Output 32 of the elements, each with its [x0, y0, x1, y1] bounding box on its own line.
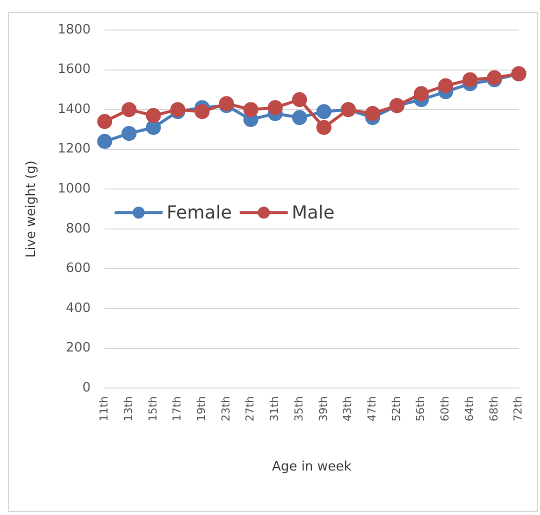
y-tick-label: 1000: [58, 182, 91, 197]
y-tick-label: 1400: [58, 102, 91, 117]
y-tick-label: 0: [82, 380, 91, 396]
legend-label: Female: [166, 202, 232, 224]
x-tick-label: 31th: [268, 396, 282, 422]
x-tick-label: 35th: [292, 396, 306, 422]
x-tick-label: 23th: [219, 396, 232, 422]
x-tick-label: 27th: [244, 396, 257, 422]
x-tick-label: 52th: [390, 396, 403, 422]
y-tick-label: 1600: [58, 62, 91, 78]
x-tick-label: 11th: [98, 396, 111, 422]
y-tick-label: 1200: [58, 142, 91, 157]
x-tick-label: 72th: [512, 396, 525, 422]
x-tick-label: 68th: [487, 396, 500, 422]
y-tick-label: 1800: [58, 22, 91, 38]
legend-label: Male: [292, 202, 334, 224]
x-tick-label: 13th: [122, 396, 135, 422]
x-tick-label: 64th: [462, 396, 476, 422]
y-tick-label: 200: [66, 340, 91, 356]
x-tick-label: 47th: [366, 396, 378, 422]
y-tick-label: 800: [66, 221, 91, 236]
y-tick-label: 400: [66, 300, 91, 316]
x-tick-label: 19th: [194, 396, 208, 422]
y-axis-title: Live weight (g): [24, 160, 40, 258]
x-tick-label: 15th: [146, 396, 160, 422]
x-tick-label: 60th: [438, 396, 452, 422]
x-axis-title: Age in week: [272, 460, 352, 475]
x-tick-label: 39th: [316, 396, 330, 422]
x-tick-label: 17th: [170, 396, 184, 422]
x-tick-label: 43th: [341, 396, 354, 422]
x-tick-label: 56th: [414, 396, 428, 422]
y-tick-label: 600: [66, 261, 91, 276]
